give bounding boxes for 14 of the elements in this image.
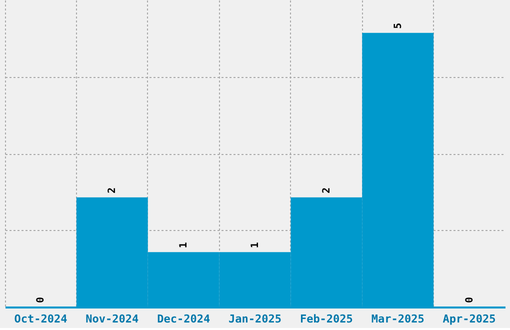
x-tick-label: Dec-2024 — [157, 312, 210, 326]
data-label: 1 — [178, 242, 190, 248]
x-tick-label: Mar-2025 — [371, 312, 424, 326]
data-label: 0 — [464, 296, 476, 303]
data-label: 2 — [107, 187, 118, 194]
x-tick-label: Oct-2024 — [14, 312, 68, 326]
x-tick-label: Feb-2025 — [300, 312, 353, 326]
x-tick-label: Apr-2025 — [442, 312, 496, 326]
data-label: 0 — [36, 296, 47, 303]
x-tick-label: Nov-2024 — [86, 312, 140, 326]
data-label: 2 — [321, 187, 332, 194]
x-tick-label: Jan-2025 — [228, 312, 282, 326]
data-label: 1 — [250, 242, 261, 248]
data-label: 5 — [392, 22, 404, 29]
